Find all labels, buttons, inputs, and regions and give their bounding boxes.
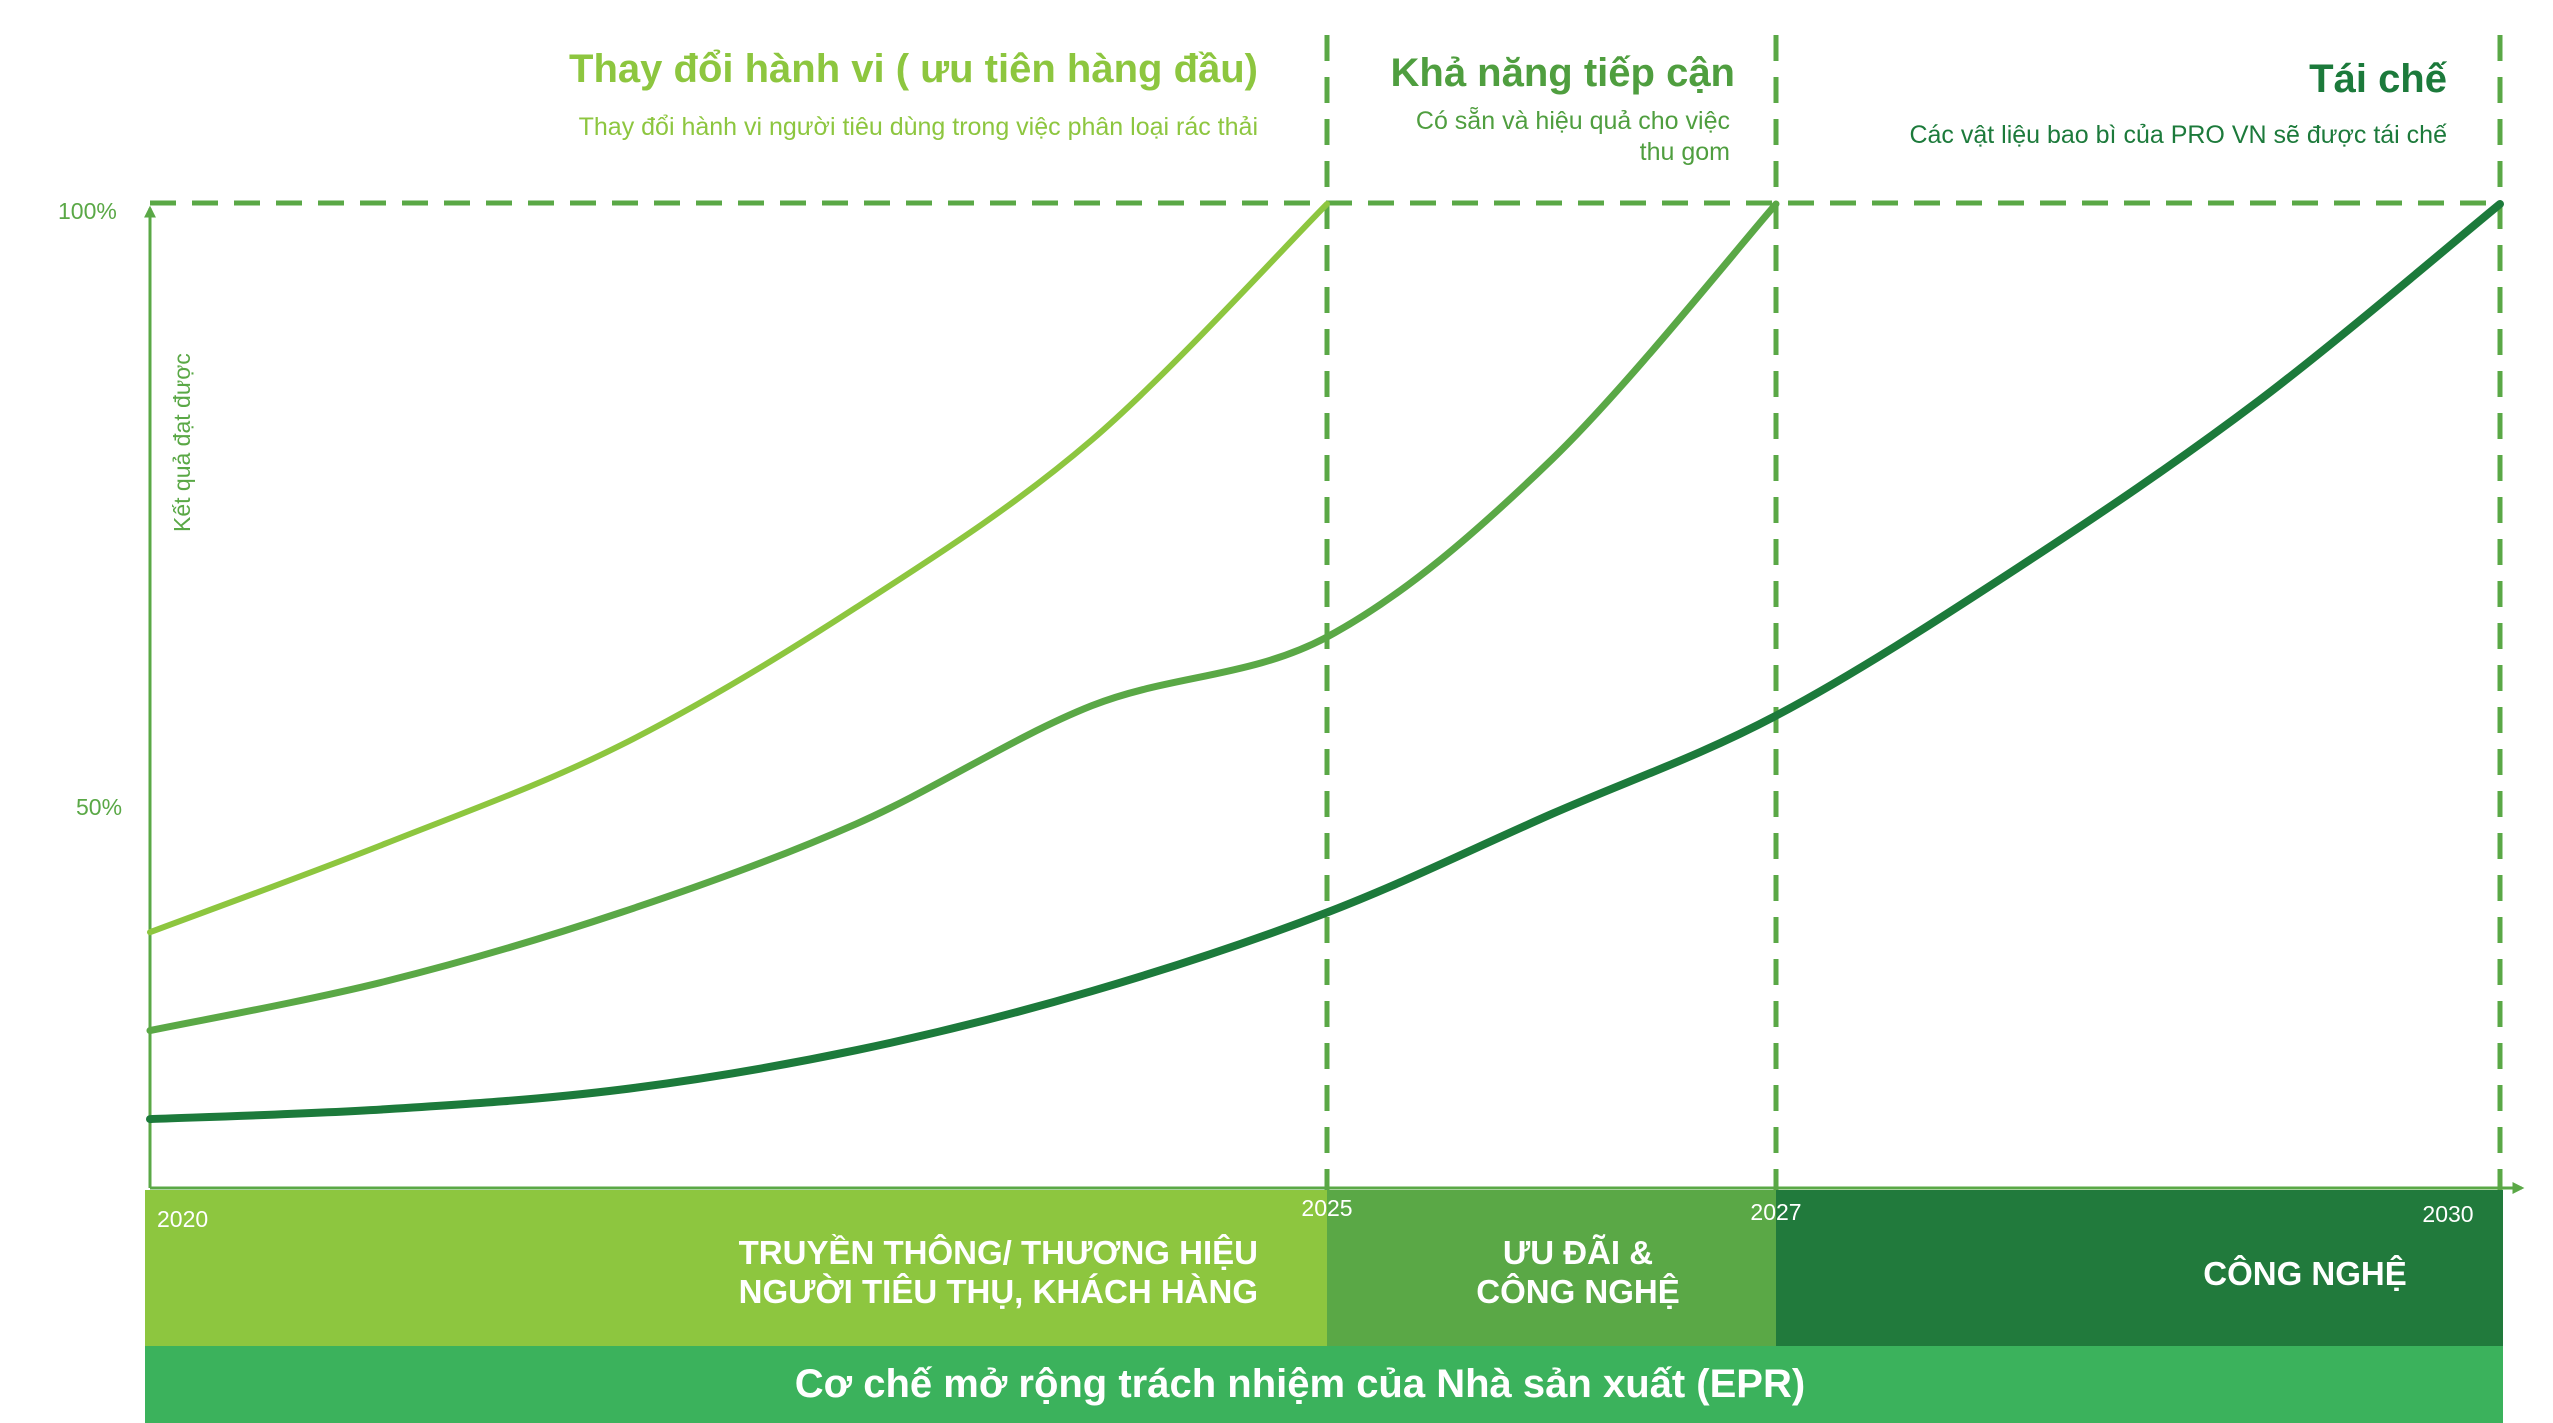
band-communication	[145, 1190, 1327, 1346]
phase-subtitle-recycle: Các vật liệu bao bì của PRO VN sẽ được t…	[1909, 121, 2447, 149]
access-series-line	[146, 200, 1780, 1035]
phase-title-access: Khả năng tiếp cận	[1391, 51, 1736, 95]
behavior-series-line	[147, 201, 1330, 936]
phase-subtitle-access-line1: Có sẵn và hiệu quả cho việc	[1416, 106, 1730, 135]
band-incentives-line2: CÔNG NGHỆ	[1476, 1272, 1680, 1310]
phase-title-recycle: Tái chế	[2309, 57, 2448, 101]
y-tick-50: 50%	[76, 794, 122, 820]
band-epr	[145, 1346, 2503, 1423]
band-communication-line2: NGƯỜI TIÊU THỤ, KHÁCH HÀNG	[739, 1273, 1258, 1310]
phase-subtitle-access-line2: thu gom	[1640, 138, 1730, 166]
series-group	[146, 200, 2504, 1124]
band-communication-line1: TRUYỀN THÔNG/ THƯƠNG HIỆU	[739, 1233, 1258, 1271]
band-technology-label: CÔNG NGHỆ	[2203, 1254, 2407, 1292]
band-incentives	[1327, 1190, 1776, 1346]
band-incentives-line1: ƯU ĐÃI &	[1503, 1234, 1653, 1271]
phase-title-behavior: Thay đổi hành vi ( ưu tiên hàng đầu)	[569, 47, 1258, 91]
phase-subtitle-behavior: Thay đổi hành vi người tiêu dùng trong v…	[579, 113, 1258, 141]
band-technology	[1776, 1190, 2503, 1346]
x-label-2027: 2027	[1750, 1199, 1801, 1225]
x-label-2030: 2030	[2422, 1201, 2473, 1227]
recycle-series-line	[146, 200, 2504, 1124]
x-label-2020: 2020	[157, 1206, 208, 1232]
x-label-2025: 2025	[1301, 1195, 1352, 1221]
epr-label: Cơ chế mở rộng trách nhiệm của Nhà sản x…	[795, 1362, 1805, 1406]
y-axis-label: Kết quả đạt được	[169, 353, 195, 532]
y-tick-100: 100%	[58, 198, 117, 224]
